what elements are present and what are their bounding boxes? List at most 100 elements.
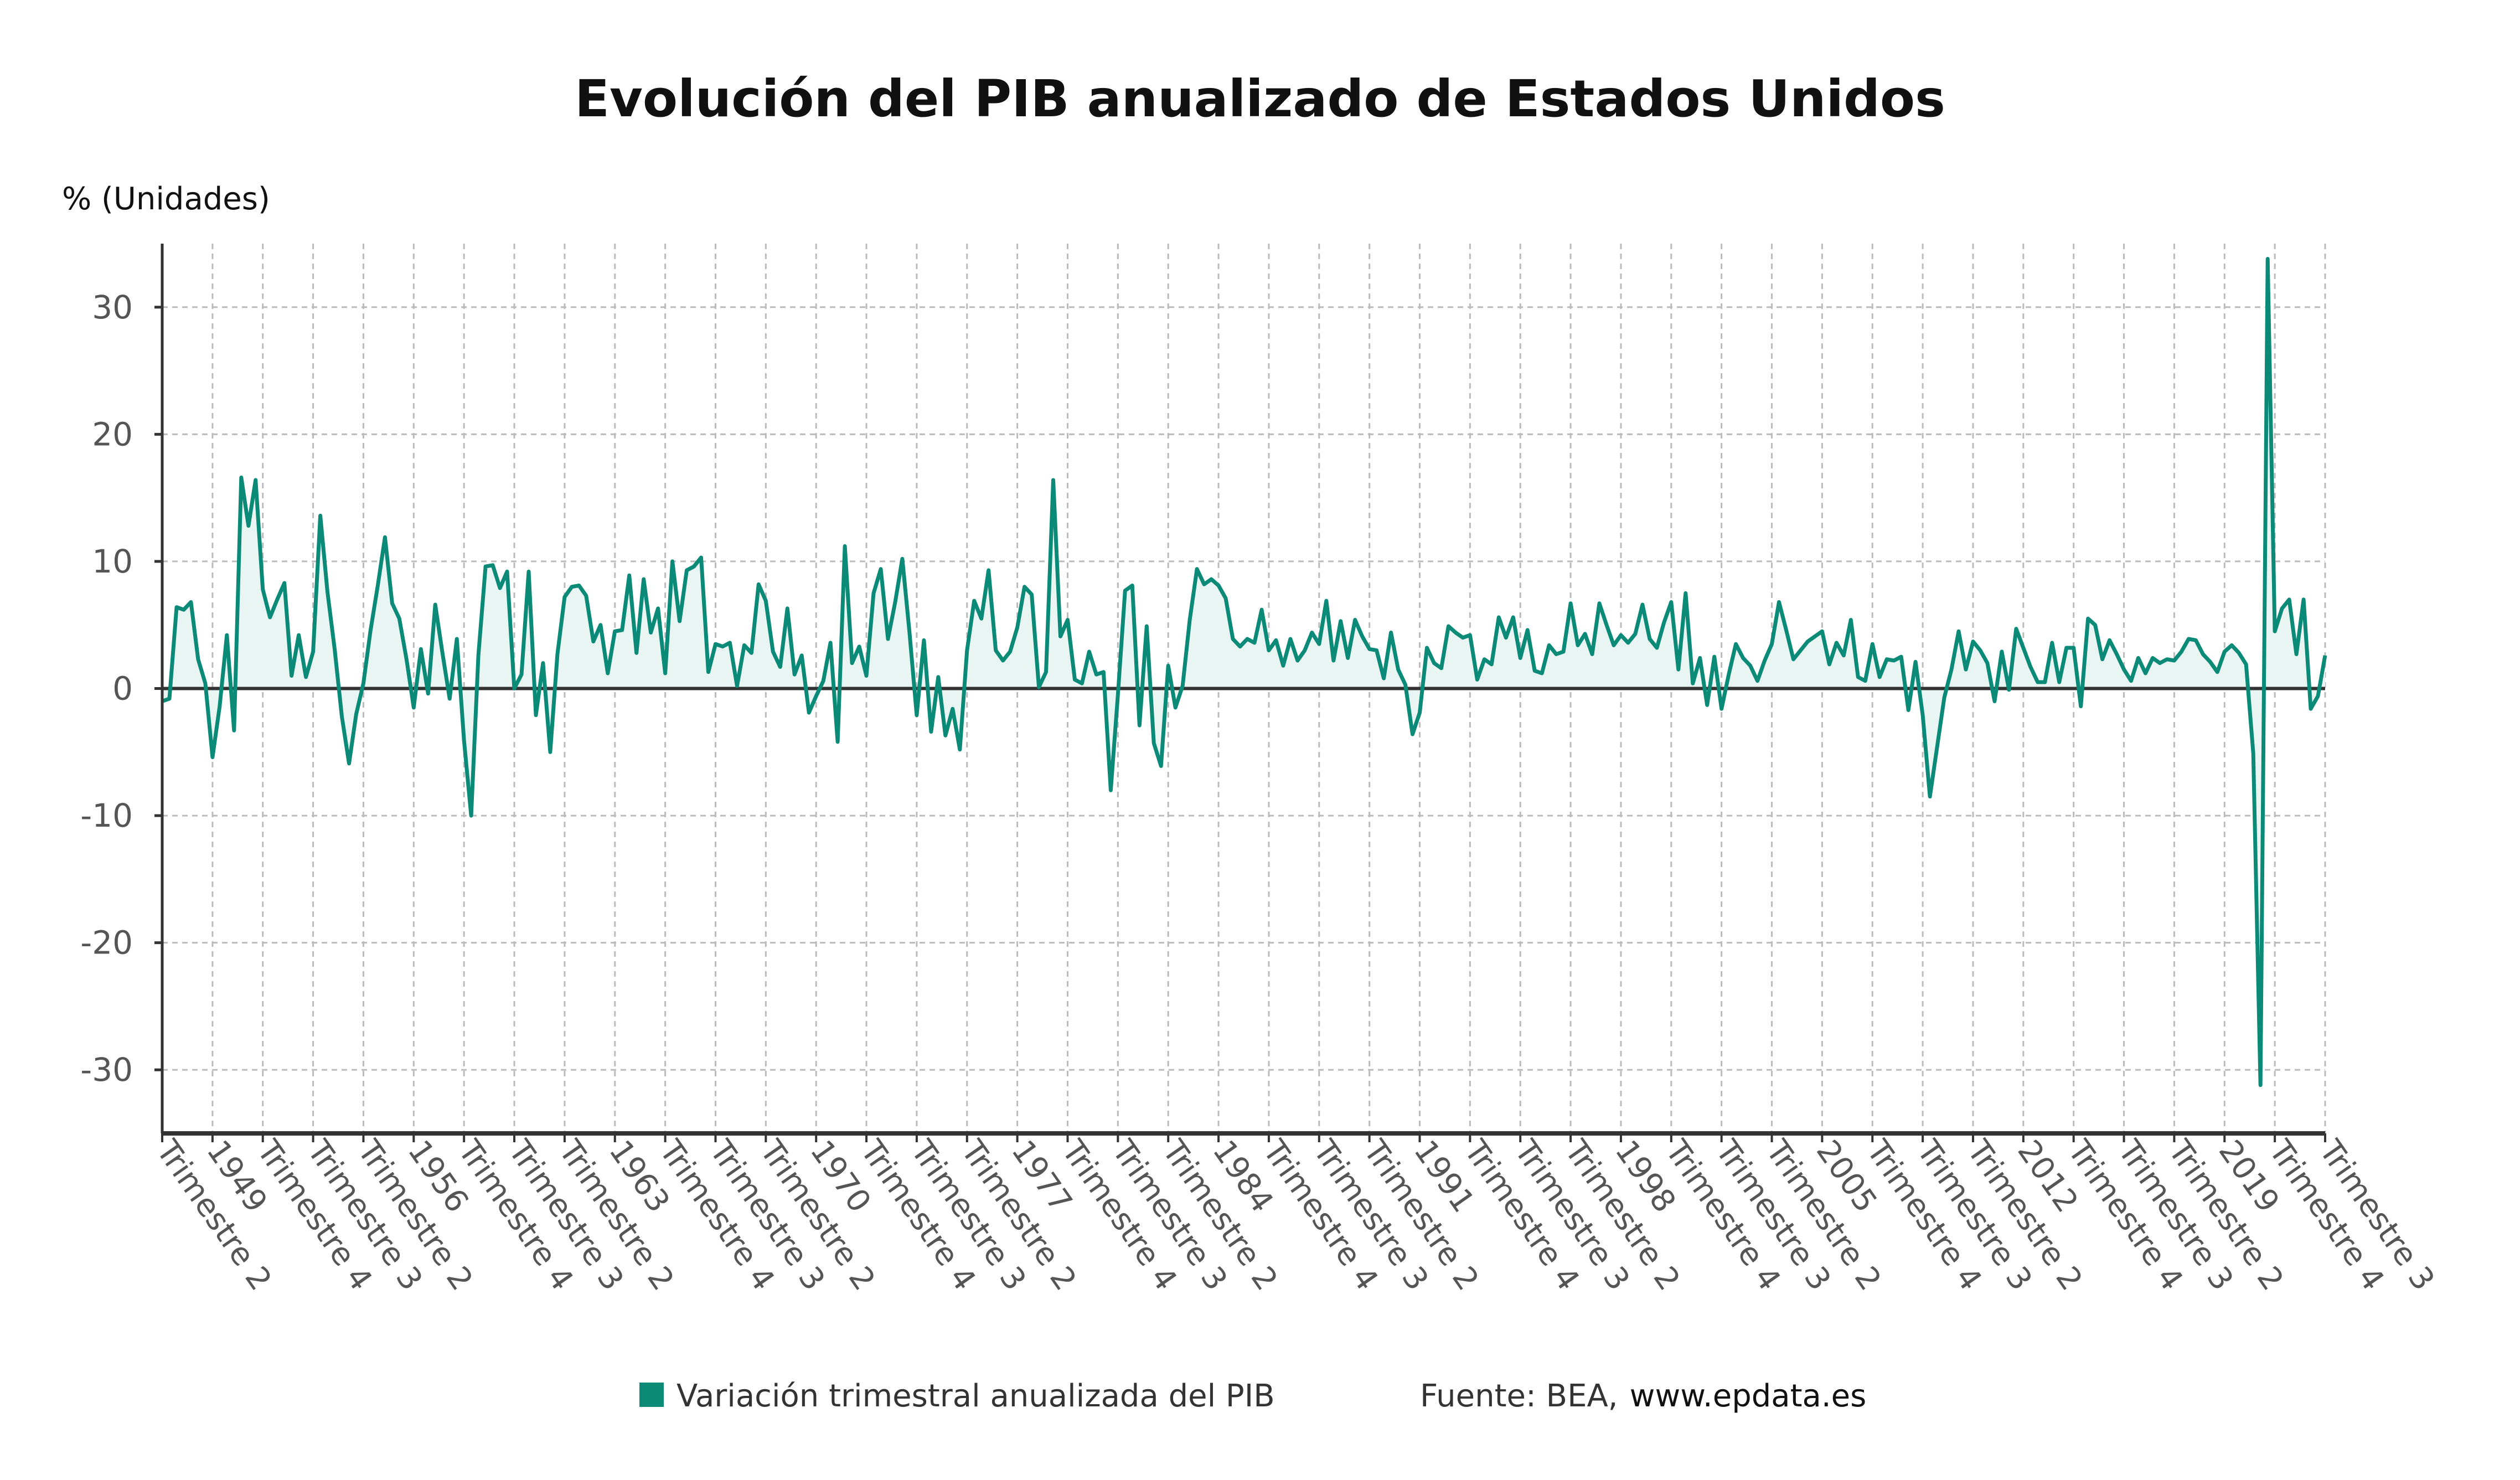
data-point [224,632,230,638]
data-point [756,581,761,587]
data-point [1065,617,1071,623]
data-point [1072,677,1078,682]
data-point [2150,655,2156,661]
grid [161,244,2326,1133]
data-point [2214,669,2220,675]
data-point [1187,617,1192,623]
data-point [2294,652,2299,657]
data-point [1058,633,1063,639]
data-point [1769,641,1775,647]
source-link[interactable]: www.epdata.es [1630,1378,1867,1414]
data-point [1934,744,1940,750]
data-point [1445,623,1451,629]
data-point [900,556,905,561]
legend: Variación trimestral anualizada del PIB … [639,1378,1866,1414]
data-point [562,594,567,600]
data-point [1633,631,1638,637]
y-tick-label: -10 [80,797,133,834]
data-point [167,696,172,702]
data-point [2186,636,2191,642]
data-point [777,664,783,670]
data-point [1777,599,1782,605]
data-point [181,607,187,612]
data-point [806,710,812,715]
data-point [1266,648,1272,653]
data-point [706,669,711,675]
data-point [828,640,833,646]
data-point [1748,663,1753,668]
data-point [641,576,647,582]
data-point [835,739,840,745]
data-point [418,646,424,652]
data-point [1086,649,1092,654]
data-point [411,705,416,710]
data-point [1417,710,1423,715]
data-point [2193,637,2198,643]
data-point [2021,645,2026,651]
data-point [1367,646,1372,652]
data-point [2064,645,2069,651]
data-point [1352,617,1358,623]
data-point [2200,652,2206,657]
data-point [2171,658,2177,663]
data-point [490,563,495,568]
data-point [2308,706,2314,711]
data-point [648,630,654,636]
source-label: Fuente: BEA, [1420,1378,1618,1414]
data-point [598,622,603,628]
data-point [885,636,891,642]
data-point [799,653,804,658]
data-point [1898,654,1904,659]
data-point [1467,632,1473,638]
data-point [2272,628,2278,634]
data-point [1331,658,1336,663]
data-point [1079,680,1085,686]
data-point [354,711,359,716]
data-point [540,661,546,666]
data-point [763,598,768,604]
data-point [1877,674,1882,680]
data-point [849,661,855,666]
data-point [972,598,977,604]
data-point [1561,649,1566,654]
data-point [1891,658,1897,663]
data-point [483,564,488,569]
data-point [1525,627,1530,633]
y-tick-label: 20 [92,415,133,453]
data-point [2013,626,2019,632]
data-point [1496,615,1501,620]
data-point [1439,666,1444,671]
data-point [497,585,503,591]
data-point [1546,642,1552,648]
data-point [741,642,747,648]
data-point [282,580,287,586]
data-point [1719,706,1724,711]
data-point [461,738,467,744]
data-point [1690,680,1696,686]
data-point [2265,256,2270,262]
data-point [1302,648,1308,653]
data-point [1805,639,1810,644]
data-point [339,714,345,719]
data-point [1259,607,1264,612]
data-point [770,649,776,654]
data-point [440,650,445,656]
data-point [2107,637,2113,643]
data-point [1712,654,1717,659]
data-point [907,630,912,636]
data-point [1812,633,1817,639]
data-point [2229,642,2234,648]
data-point [1992,699,1997,704]
data-point [1137,723,1142,728]
data-point [727,640,732,646]
data-point [1913,659,1918,664]
data-point [605,671,611,676]
data-point [1173,705,1178,710]
data-point [720,644,725,649]
data-point [1683,590,1688,596]
data-point [663,671,668,676]
data-point [2136,655,2141,661]
data-point [311,649,316,654]
data-point [555,652,560,657]
